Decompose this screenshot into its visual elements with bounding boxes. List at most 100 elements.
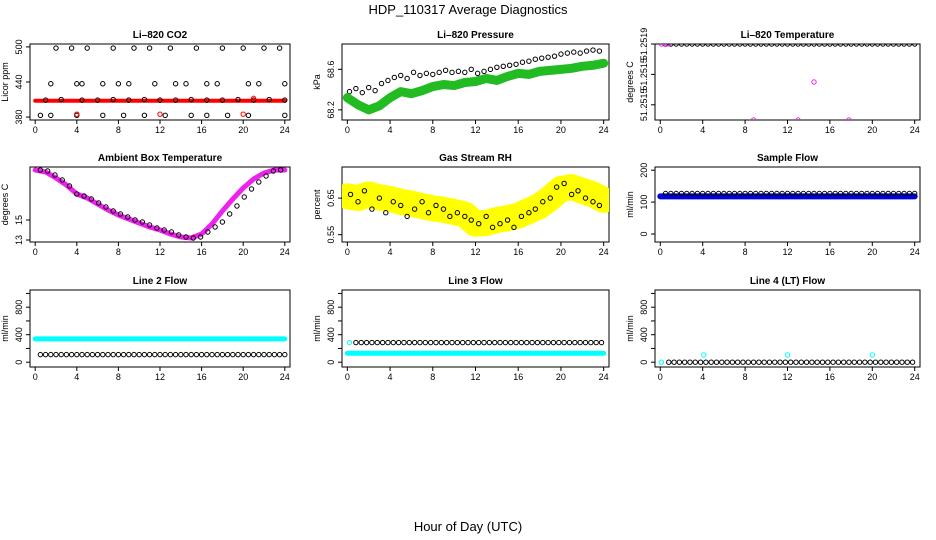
point-co2_red	[240, 111, 246, 117]
point-line2_black	[110, 351, 116, 358]
point-line4_black	[809, 359, 815, 365]
y-tick-label: 0.55	[326, 226, 336, 244]
point-line3_black	[556, 339, 562, 346]
point-pressure_line	[359, 89, 365, 96]
point-co2_mid	[74, 81, 80, 87]
point-line2_black	[204, 351, 210, 358]
x-tick-label: 8	[430, 372, 435, 382]
point-co2_low	[245, 112, 252, 119]
point-rh_black	[497, 221, 503, 227]
point-line3_black	[486, 339, 493, 346]
point-temp_top	[694, 44, 701, 47]
point-rh_black	[590, 199, 596, 205]
y-axis-label: ml/min	[312, 315, 322, 342]
point-box_black	[270, 168, 277, 174]
y-tick-label: 51.2515	[639, 58, 649, 91]
x-tick-label: 4	[700, 125, 705, 135]
point-temp_top	[673, 44, 679, 47]
point-co2_hi	[110, 45, 116, 51]
point-line2_black	[146, 351, 153, 358]
y-axis-label: Licor ppm	[0, 62, 10, 102]
point-temp_top	[811, 44, 817, 47]
x-tick-label: 16	[197, 372, 207, 382]
point-pressure_line	[526, 58, 532, 64]
point-line4_black	[713, 359, 720, 365]
x-tick-label: 4	[388, 125, 393, 135]
point-line3_black	[529, 339, 535, 346]
y-tick-label: 51.2515	[639, 89, 649, 122]
x-tick-label: 20	[556, 372, 566, 382]
point-box_black	[95, 200, 102, 206]
x-tick-label: 0	[345, 247, 350, 257]
point-line4_black	[814, 359, 820, 365]
point-sample_black	[864, 190, 870, 197]
point-line3_black	[566, 339, 573, 346]
series-group	[342, 174, 609, 237]
x-tick-label: 0	[658, 247, 663, 257]
point-sample_black	[906, 190, 913, 197]
point-line3_black	[572, 339, 578, 346]
point-line2_black	[141, 351, 148, 358]
x-tick-label: 12	[782, 247, 792, 257]
point-rh_black	[553, 184, 560, 190]
point-temp_top	[758, 44, 764, 47]
point-line3_black	[443, 339, 450, 346]
point-rh_black	[440, 206, 447, 212]
point-line2_black	[219, 351, 226, 358]
point-line3_black	[353, 339, 359, 346]
point-line4_black	[734, 359, 741, 365]
x-tick-label: 24	[910, 372, 920, 382]
panel-title: Line 4 (LT) Flow	[750, 276, 826, 287]
point-line4_black	[745, 359, 751, 365]
x-tick-label: 20	[238, 372, 248, 382]
point-line3_black	[518, 339, 525, 346]
point-line2_black	[276, 351, 283, 358]
point-temp_top	[874, 44, 881, 47]
point-line3_black	[588, 339, 594, 346]
x-tick-label: 20	[238, 125, 248, 135]
point-rh_black	[433, 202, 439, 209]
point-temp_magenta	[661, 44, 668, 47]
point-line2_black	[115, 351, 122, 358]
x-tick-label: 0	[658, 372, 663, 382]
x-tick-label: 8	[116, 247, 121, 257]
x-tick-label: 24	[280, 372, 290, 382]
y-tick-label: 380	[14, 110, 24, 125]
y-axis-label: ml/min	[625, 315, 635, 342]
point-sample_black	[843, 190, 849, 197]
point-temp_top	[747, 44, 754, 47]
point-sample_black	[662, 190, 669, 197]
x-tick-label: 8	[743, 125, 748, 135]
x-tick-label: 0	[345, 372, 350, 382]
x-tick-label: 24	[280, 125, 290, 135]
panel-title: Li–820 Temperature	[741, 30, 835, 41]
point-line4_black	[819, 359, 826, 365]
point-temp_top	[721, 44, 727, 47]
point-box_black	[256, 179, 262, 185]
point-sample_black	[806, 190, 812, 197]
point-rh_black	[390, 199, 396, 205]
point-co2_base	[126, 97, 132, 103]
point-pressure_line	[468, 66, 474, 73]
panel-5: Gas Stream RH percent 0 4 8 12 16 20 24 0.55 0.65	[312, 153, 610, 257]
x-tick-label: 16	[825, 247, 835, 257]
point-pressure_line	[378, 80, 385, 87]
point-line4_black	[835, 359, 842, 365]
point-co2_low	[120, 112, 127, 119]
point-line2_black	[126, 351, 132, 358]
point-sample_black	[821, 190, 828, 197]
x-tick-label: 20	[556, 125, 566, 135]
point-line3_black	[374, 339, 380, 346]
point-sample_black	[784, 190, 791, 197]
x-tick-label: 8	[743, 372, 748, 382]
point-temp_top	[880, 44, 886, 47]
point-pressure_line	[596, 48, 603, 54]
point-line2_black	[48, 351, 54, 358]
point-pressure_line	[398, 72, 404, 79]
point-box_black	[110, 208, 116, 214]
point-line4_black	[830, 359, 836, 365]
point-sample_black	[715, 190, 722, 197]
point-temp_magenta	[666, 44, 672, 47]
y-axis-label: degrees C	[0, 183, 10, 225]
